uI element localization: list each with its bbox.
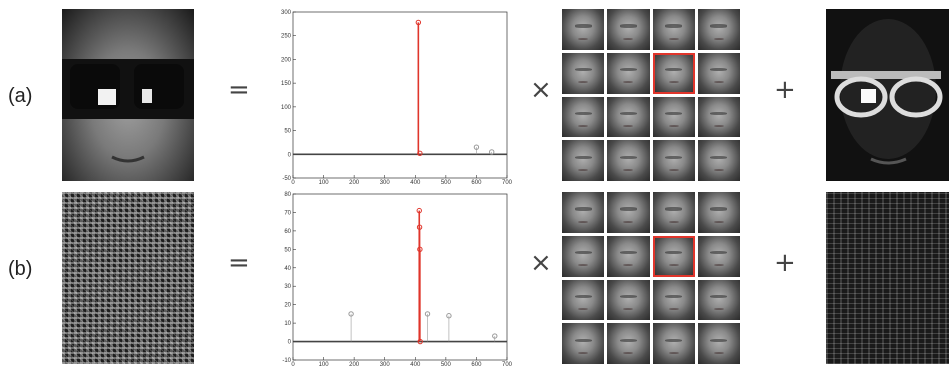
x-tick-label: 100: [319, 180, 330, 184]
y-tick-label: 70: [284, 210, 291, 216]
y-tick-label: -10: [282, 358, 291, 364]
error-image-a: [826, 9, 949, 181]
face-tile: [607, 235, 650, 277]
coefficient-point: [473, 144, 480, 150]
face-tile: [562, 323, 605, 364]
y-tick-label: 300: [281, 10, 292, 16]
training-faces-grid-a: [562, 9, 740, 181]
coefficient-point: [446, 313, 452, 319]
face-tile: [562, 96, 605, 138]
y-tick-label: 0: [288, 340, 292, 346]
row-label-b: (b): [8, 258, 33, 280]
plot-frame: [292, 193, 508, 361]
corrupted-face-image: [62, 192, 194, 364]
selected-face-tile: [652, 52, 695, 94]
face-tile: [697, 279, 740, 321]
row-label-a: (a): [8, 85, 33, 107]
face-tile: [697, 140, 740, 181]
y-tick-label: 100: [281, 105, 292, 111]
coefficient-point: [424, 311, 431, 317]
plus-sign-a: +: [774, 75, 796, 105]
x-tick-label: 700: [502, 362, 513, 366]
x-tick-label: 100: [319, 362, 330, 366]
coefficient-point: [492, 333, 498, 339]
coefficient-point: [417, 246, 423, 253]
coefficient-point: [489, 149, 495, 155]
coefficient-point: [417, 338, 423, 345]
coefficient-point: [416, 207, 422, 214]
x-tick-label: 500: [441, 362, 452, 366]
x-tick-label: 500: [441, 180, 452, 184]
face-tile: [652, 323, 695, 364]
y-tick-label: 50: [284, 247, 291, 253]
face-tile: [697, 323, 740, 364]
error-image-b: [826, 192, 949, 364]
face-tile: [562, 192, 605, 233]
face-tile: [607, 323, 650, 364]
equals-sign-a: =: [228, 75, 250, 105]
face-tile: [697, 52, 740, 94]
x-tick-label: 200: [349, 362, 360, 366]
face-tile: [697, 235, 740, 277]
times-sign-a: ×: [530, 75, 552, 105]
equals-sign-b: =: [228, 248, 250, 278]
sunglasses-icon: [62, 59, 194, 163]
x-tick-label: 300: [380, 362, 391, 366]
selected-face-tile: [652, 235, 695, 277]
face-tile: [652, 9, 695, 50]
face-tile: [652, 279, 695, 321]
face-tile: [607, 140, 650, 181]
coefficient-point: [348, 311, 354, 317]
x-tick-label: 600: [471, 362, 482, 366]
y-tick-label: 20: [284, 303, 291, 309]
x-tick-label: 0: [291, 180, 295, 184]
face-tile: [607, 96, 650, 138]
face-tile: [652, 96, 695, 138]
y-tick-label: 30: [284, 284, 291, 290]
x-tick-label: 700: [502, 180, 513, 184]
face-tile: [652, 140, 695, 181]
y-tick-label: 250: [281, 34, 292, 40]
y-tick-label: 40: [284, 266, 291, 272]
y-tick-label: 60: [284, 229, 291, 235]
plot-frame: [292, 11, 508, 179]
face-tile: [562, 140, 605, 181]
face-tile: [652, 192, 695, 233]
coefficient-point: [415, 19, 422, 26]
face-tile: [607, 9, 650, 50]
face-tile: [607, 52, 650, 94]
face-tile: [562, 235, 605, 277]
y-tick-label: 10: [284, 321, 291, 327]
x-tick-label: 300: [380, 180, 391, 184]
coefficient-point: [416, 224, 423, 230]
times-sign-b: ×: [530, 248, 552, 278]
face-tile: [562, 279, 605, 321]
coefficient-point: [417, 150, 423, 157]
face-tile: [607, 279, 650, 321]
y-tick-label: 80: [284, 192, 291, 198]
x-tick-label: 400: [410, 362, 421, 366]
face-tile: [697, 96, 740, 138]
face-tile: [562, 52, 605, 94]
face-tile: [562, 9, 605, 50]
training-faces-grid-b: [562, 192, 740, 364]
y-tick-label: 150: [281, 81, 292, 87]
y-tick-label: -50: [282, 176, 291, 182]
plus-sign-b: +: [774, 248, 796, 278]
occluded-face-image: [62, 9, 194, 181]
y-tick-label: 200: [281, 57, 292, 63]
x-tick-label: 0: [291, 362, 295, 366]
x-tick-label: 200: [349, 180, 360, 184]
face-tile: [607, 192, 650, 233]
x-tick-label: 400: [410, 180, 421, 184]
face-tile: [697, 192, 740, 233]
y-tick-label: 50: [284, 129, 291, 135]
face-tile: [697, 9, 740, 50]
x-tick-label: 600: [471, 180, 482, 184]
y-tick-label: 0: [288, 152, 292, 158]
